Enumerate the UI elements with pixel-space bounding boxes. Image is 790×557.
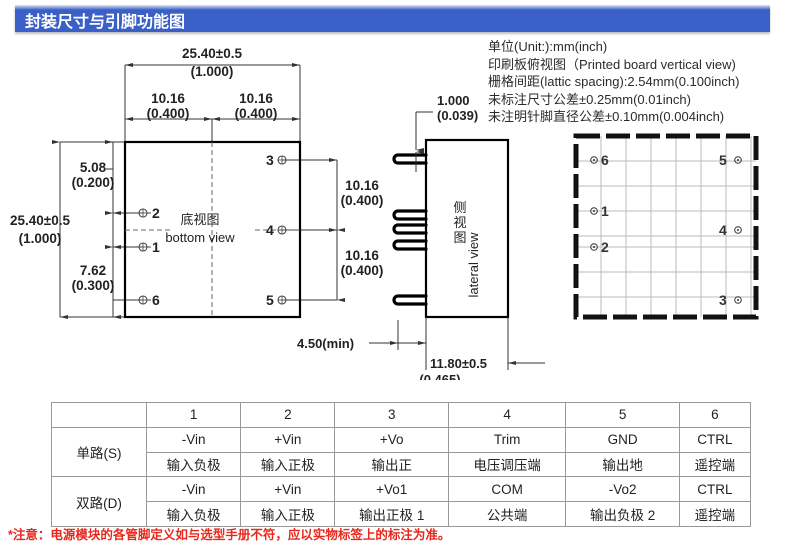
svg-text:(0.400): (0.400): [341, 193, 384, 208]
svg-text:(0.400): (0.400): [147, 106, 190, 121]
svg-text:10.16: 10.16: [345, 248, 379, 263]
svg-text:2: 2: [152, 205, 160, 221]
svg-text:25.40±0.5: 25.40±0.5: [182, 46, 242, 61]
svg-text:5.08: 5.08: [80, 160, 107, 175]
svg-text:2: 2: [601, 239, 609, 255]
svg-text:5: 5: [719, 152, 727, 168]
svg-text:3: 3: [719, 292, 727, 308]
svg-text:3: 3: [266, 152, 274, 168]
svg-text:7.62: 7.62: [80, 263, 106, 278]
svg-text:6: 6: [601, 152, 609, 168]
svg-text:10.16: 10.16: [239, 91, 273, 106]
svg-text:1.000: 1.000: [437, 93, 470, 108]
svg-text:视: 视: [453, 215, 466, 230]
svg-text:(0.465): (0.465): [419, 372, 460, 380]
svg-text:(0.400): (0.400): [235, 106, 278, 121]
svg-text:11.80±0.5: 11.80±0.5: [430, 356, 487, 371]
svg-text:(0.400): (0.400): [341, 263, 384, 278]
svg-text:(1.000): (1.000): [19, 231, 62, 246]
svg-text:4: 4: [719, 222, 727, 238]
svg-text:(0.300): (0.300): [72, 278, 115, 293]
svg-text:5: 5: [266, 292, 274, 308]
svg-text:图: 图: [453, 230, 466, 245]
svg-text:1: 1: [601, 203, 609, 219]
svg-text:(0.039): (0.039): [437, 108, 478, 123]
svg-text:4.50(min): 4.50(min): [297, 336, 354, 351]
svg-text:(1.000): (1.000): [191, 64, 234, 79]
svg-text:1: 1: [152, 239, 160, 255]
svg-text:4: 4: [266, 222, 274, 238]
svg-text:10.16: 10.16: [345, 178, 379, 193]
svg-text:lateral view: lateral view: [466, 232, 481, 298]
svg-text:侧: 侧: [453, 200, 466, 215]
svg-text:6: 6: [152, 292, 160, 308]
svg-text:bottom view: bottom view: [165, 230, 235, 245]
svg-text:25.40±0.5: 25.40±0.5: [10, 213, 70, 228]
svg-text:底视图: 底视图: [180, 212, 219, 227]
svg-text:10.16: 10.16: [151, 91, 185, 106]
svg-text:(0.200): (0.200): [72, 175, 115, 190]
